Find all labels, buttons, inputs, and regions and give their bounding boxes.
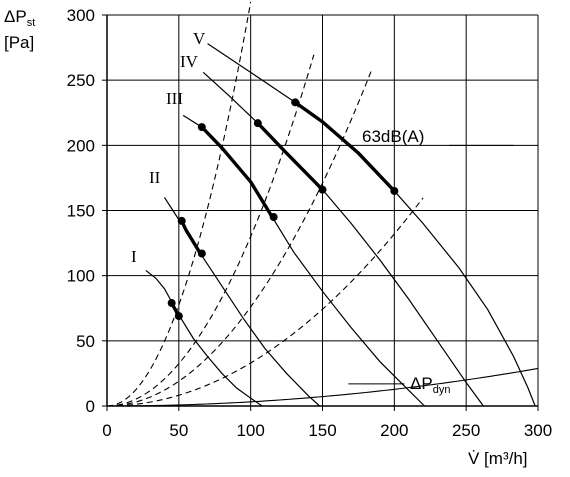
curve-label-IV: IV	[180, 52, 199, 71]
fan-curve-I	[145, 269, 263, 407]
curve-label-III: III	[166, 89, 183, 108]
y-tick-label: 150	[67, 202, 95, 221]
fan-curve-II	[163, 197, 321, 407]
noise-label: 63dB(A)	[362, 127, 424, 146]
y-axis-label: ΔPst	[4, 7, 35, 29]
tick-labels: 0 50 100 150 200 250 300 0 50 100 150 200 250 300	[67, 6, 553, 440]
dynamic-pressure-curve	[107, 367, 539, 407]
y-tick-label: 100	[67, 267, 95, 286]
x-tick-label: 150	[308, 421, 336, 440]
curve-label-I: I	[131, 247, 137, 266]
fan-curve-V	[207, 43, 536, 407]
curve-label-II: II	[149, 168, 161, 187]
y-tick-label: 300	[67, 6, 95, 25]
y-tick-label: 50	[76, 332, 95, 351]
system-curve	[106, 70, 372, 407]
x-tick-label: 250	[452, 421, 480, 440]
fan-curves	[145, 43, 536, 407]
operating-point	[269, 213, 278, 222]
y-tick-label: 250	[67, 71, 95, 90]
operating-point	[390, 186, 399, 195]
x-tick-label: 50	[169, 421, 188, 440]
grid	[107, 14, 539, 406]
system-curve	[106, 54, 315, 407]
y-tick-label: 200	[67, 136, 95, 155]
operating-point	[197, 123, 206, 132]
fan-curve-highlight-IV	[256, 121, 325, 192]
fan-curve-IV	[202, 71, 484, 407]
fan-curve-highlight-V	[293, 100, 397, 193]
x-tick-label: 100	[236, 421, 264, 440]
dyn-curve	[107, 367, 539, 407]
x-axis-label: V̇ [m³/h]	[468, 449, 528, 468]
y-axis-unit: [Pa]	[4, 33, 34, 52]
operating-point	[167, 299, 176, 308]
operating-point	[197, 249, 206, 258]
fan-curve-highlight-III	[200, 125, 276, 219]
system-curve	[106, 197, 424, 407]
system-curves	[106, 1, 424, 407]
operating-point	[177, 216, 186, 225]
operating-point	[318, 185, 327, 194]
y-tick-label: 0	[86, 397, 95, 416]
operating-point	[174, 312, 183, 321]
fan-curve-highlight-II	[180, 219, 204, 256]
x-tick-label: 200	[380, 421, 408, 440]
operating-point	[253, 119, 262, 128]
dyn-curve-label: ΔPdyn	[410, 374, 450, 396]
x-tick-label: 0	[102, 421, 111, 440]
operating-point	[291, 98, 300, 107]
curve-label-V: V	[193, 29, 206, 48]
system-curve	[106, 1, 252, 407]
x-tick-label: 300	[524, 421, 552, 440]
axes	[102, 14, 539, 411]
